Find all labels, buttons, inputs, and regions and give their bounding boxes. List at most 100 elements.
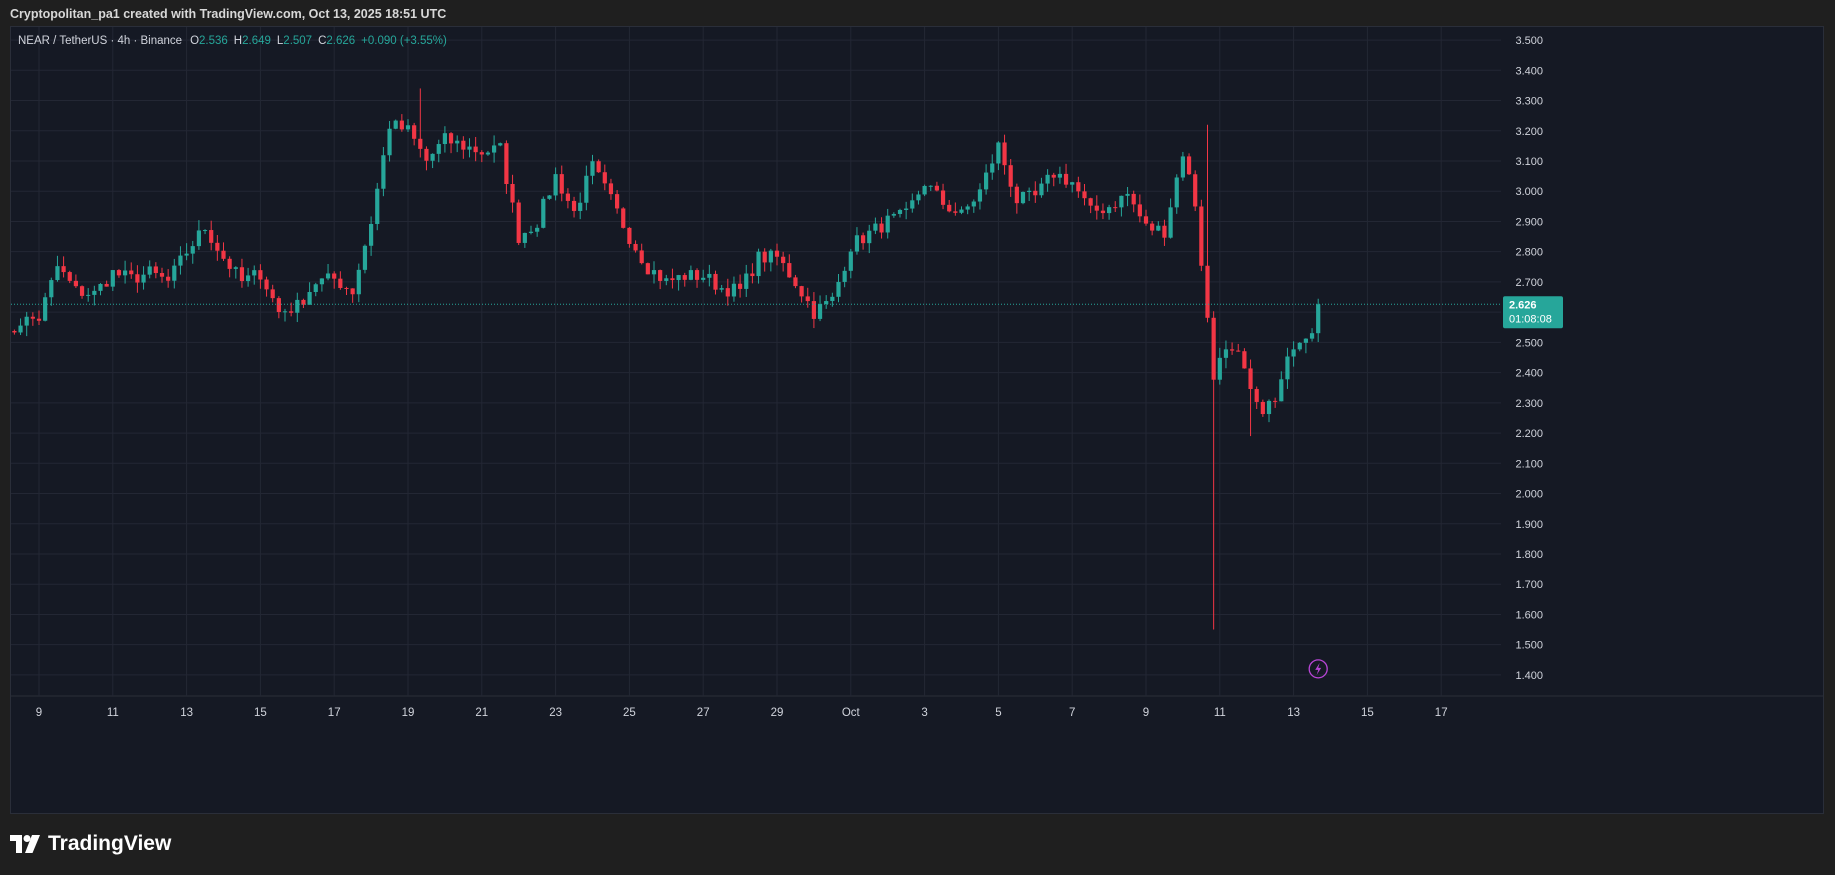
candle-body	[510, 184, 515, 203]
y-tick-label: 2.100	[1515, 458, 1543, 470]
candle-series	[12, 88, 1321, 630]
candle-body	[793, 277, 798, 287]
candle-body	[731, 283, 737, 297]
candle-body	[295, 299, 300, 313]
candle-body	[645, 263, 650, 275]
candle-body	[49, 280, 54, 298]
candle-body	[1236, 350, 1241, 352]
candle-body	[282, 311, 288, 313]
candle-body	[467, 146, 472, 150]
price-tag: 2.626 01:08:08	[1503, 296, 1563, 329]
candle-body	[1285, 356, 1290, 380]
candle-body	[1193, 174, 1198, 207]
candle-body	[362, 245, 368, 270]
candle-body	[1045, 174, 1050, 184]
candle-body	[805, 296, 810, 302]
y-tick-label: 2.000	[1515, 489, 1543, 501]
candle-body	[1070, 182, 1075, 185]
candle-body	[615, 194, 620, 209]
x-tick-label: 9	[36, 707, 42, 719]
candle-body	[528, 231, 534, 233]
candle-body	[110, 270, 115, 287]
chart-grid	[11, 27, 1823, 697]
candle-body	[965, 206, 970, 210]
candle-body	[854, 235, 860, 252]
x-tick-label: 23	[549, 707, 562, 719]
legend-symbol: NEAR / TetherUS · 4h · Binance	[18, 35, 183, 47]
candle-body	[571, 200, 577, 211]
candle-body	[1020, 191, 1026, 204]
legend-close-value: 2.626	[326, 35, 356, 47]
candle-body	[153, 266, 158, 274]
candle-body	[448, 133, 454, 144]
candle-body	[707, 273, 712, 278]
candle-body	[246, 275, 251, 282]
candle-body	[996, 142, 1001, 164]
candle-body	[1094, 205, 1099, 211]
candle-body	[848, 251, 853, 271]
x-tick-label: 11	[107, 707, 119, 719]
candle-body	[1297, 342, 1302, 350]
candle-body	[541, 198, 546, 228]
candle-body	[1107, 207, 1112, 214]
candle-body	[916, 194, 921, 201]
x-tick-label: 15	[1361, 707, 1374, 719]
candle-body	[738, 283, 743, 289]
candle-body	[725, 288, 730, 297]
candle-body	[602, 172, 607, 184]
candle-body	[399, 120, 404, 130]
chart-panel[interactable]: 3.500 3.400 3.300 3.200 3.100 3.000 2.900 2.800…	[10, 26, 1824, 814]
candle-body	[264, 279, 269, 290]
candle-body	[565, 193, 570, 201]
candle-body	[325, 273, 331, 279]
candle-body	[651, 270, 657, 275]
candle-body	[1088, 198, 1093, 206]
candle-body	[436, 144, 441, 154]
y-tick-label: 2.900	[1515, 216, 1543, 228]
candle-body	[627, 227, 632, 244]
candle-body	[1150, 223, 1155, 231]
lightning-icon[interactable]	[1308, 659, 1328, 679]
candle-body	[1063, 173, 1069, 185]
x-tick-label: 5	[995, 707, 1001, 719]
candle-body	[12, 330, 17, 333]
x-tick-label: 9	[1143, 707, 1149, 719]
legend-open-label: O	[190, 35, 200, 47]
candle-body	[516, 202, 521, 243]
candle-body	[1057, 173, 1062, 178]
candle-body	[861, 235, 866, 244]
candle-body	[61, 266, 66, 273]
candle-body	[209, 230, 214, 243]
y-tick-label: 3.300	[1515, 96, 1543, 108]
candle-body	[713, 273, 718, 290]
y-tick-label: 3.100	[1515, 156, 1543, 168]
candle-body	[1273, 400, 1278, 402]
candle-body	[621, 208, 626, 228]
candle-body	[811, 301, 816, 319]
candle-body	[867, 230, 872, 244]
candle-body	[971, 201, 976, 207]
candle-body	[1082, 191, 1087, 199]
candle-body	[885, 215, 890, 233]
candle-body	[369, 223, 374, 246]
x-tick-label: 21	[475, 707, 488, 719]
y-tick-label: 1.600	[1515, 609, 1543, 621]
candle-body	[202, 230, 208, 232]
y-tick-label: 1.400	[1515, 670, 1543, 682]
candlestick-chart[interactable]: 3.500 3.400 3.300 3.200 3.100 3.000 2.900 2.800…	[11, 27, 1823, 813]
candle-body	[1199, 206, 1204, 266]
y-tick-label: 3.400	[1515, 65, 1543, 77]
candle-body	[1230, 349, 1235, 351]
candle-body	[1174, 177, 1179, 208]
candle-body	[227, 258, 232, 269]
candle-body	[307, 292, 312, 305]
candle-body	[596, 161, 601, 173]
candle-body	[842, 270, 847, 282]
candle-body	[1254, 389, 1259, 402]
candle-body	[608, 183, 614, 195]
candle-body	[1113, 207, 1118, 209]
candle-body	[682, 275, 687, 280]
candle-body	[73, 280, 78, 287]
y-tick-label: 1.800	[1515, 549, 1543, 561]
candle-body	[1027, 190, 1032, 192]
